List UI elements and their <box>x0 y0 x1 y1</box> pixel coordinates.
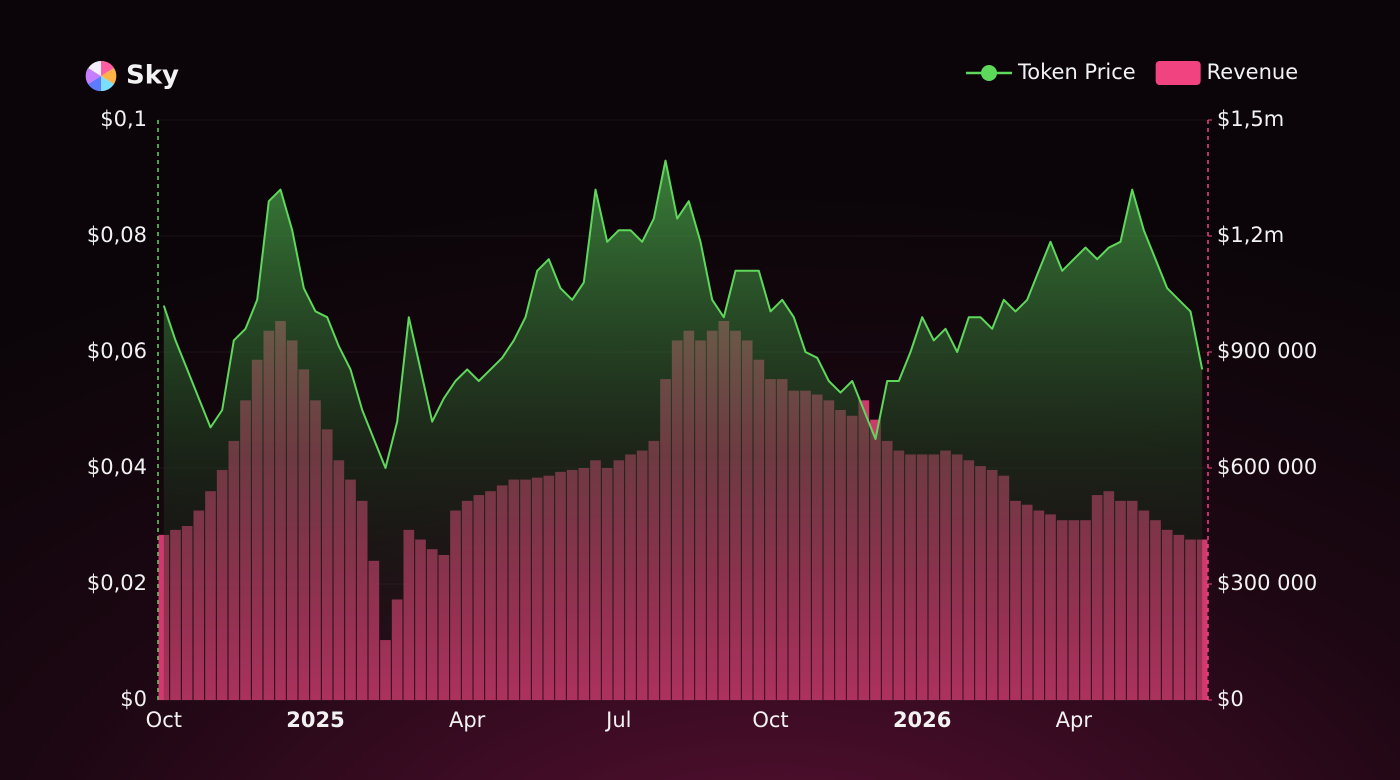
x-tick-label: 2025 <box>286 708 344 732</box>
y2-tick-label: $300 000 <box>1217 571 1317 595</box>
price-area <box>163 160 1203 701</box>
chart-title: Sky <box>126 61 179 91</box>
x-tick-label: Apr <box>449 708 486 732</box>
y-tick-label: $0,04 <box>87 455 147 479</box>
y2-tick-label: $900 000 <box>1217 339 1317 363</box>
x-tick-label: 2026 <box>893 708 951 732</box>
x-tick-label: Oct <box>752 708 788 732</box>
x-tick-label: Oct <box>146 708 182 732</box>
legend-swatch <box>1155 61 1201 85</box>
y2-tick-label: $600 000 <box>1217 455 1317 479</box>
price-line <box>162 159 1204 469</box>
logo <box>85 60 117 92</box>
x-tick-label: Apr <box>1056 708 1093 732</box>
y2-tick-label: $1,5m <box>1217 107 1284 131</box>
legend-label: Token Price <box>1017 60 1136 84</box>
legend-item: Revenue <box>1155 60 1298 85</box>
y-tick-label: $0,02 <box>87 571 147 595</box>
y-tick-label: $0,06 <box>87 339 147 363</box>
y-tick-label: $0,08 <box>87 223 147 247</box>
x-tick-label: Jul <box>604 708 631 732</box>
y2-tick-label: $0 <box>1217 687 1244 711</box>
legend-swatch <box>981 65 997 81</box>
y2-tick-label: $1,2m <box>1217 223 1284 247</box>
legend-item: Token Price <box>966 60 1136 84</box>
y-tick-label: $0 <box>120 687 147 711</box>
legend-label: Revenue <box>1207 60 1298 84</box>
y-tick-label: $0,1 <box>100 107 147 131</box>
